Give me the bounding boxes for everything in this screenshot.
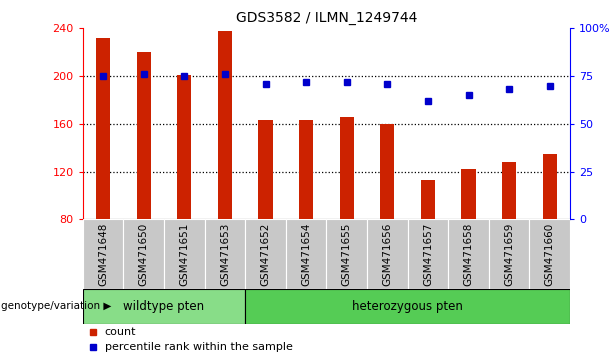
Text: GSM471660: GSM471660 [545, 223, 555, 286]
Bar [177, 75, 191, 219]
Bar [502, 162, 516, 219]
Text: GSM471650: GSM471650 [139, 223, 149, 286]
Bar [462, 169, 476, 219]
Text: GSM471659: GSM471659 [504, 223, 514, 286]
Text: GSM471653: GSM471653 [220, 223, 230, 286]
Text: GSM471656: GSM471656 [383, 223, 392, 286]
Text: GSM471648: GSM471648 [98, 223, 108, 286]
Title: GDS3582 / ILMN_1249744: GDS3582 / ILMN_1249744 [236, 11, 417, 24]
Bar [380, 124, 394, 219]
Text: GSM471658: GSM471658 [463, 223, 474, 286]
FancyBboxPatch shape [326, 219, 367, 289]
Bar [340, 117, 354, 219]
FancyBboxPatch shape [489, 219, 530, 289]
FancyBboxPatch shape [448, 219, 489, 289]
Text: GSM471651: GSM471651 [179, 223, 189, 286]
FancyBboxPatch shape [286, 219, 326, 289]
Bar [543, 154, 557, 219]
FancyBboxPatch shape [367, 219, 408, 289]
FancyBboxPatch shape [164, 219, 205, 289]
Bar [299, 120, 313, 219]
Bar [421, 180, 435, 219]
Text: GSM471652: GSM471652 [261, 223, 270, 286]
Text: GSM471657: GSM471657 [423, 223, 433, 286]
FancyBboxPatch shape [408, 219, 448, 289]
Bar [96, 38, 110, 219]
FancyBboxPatch shape [245, 289, 570, 324]
Text: percentile rank within the sample: percentile rank within the sample [105, 342, 292, 352]
Text: GSM471654: GSM471654 [301, 223, 311, 286]
Bar [259, 120, 273, 219]
Text: count: count [105, 327, 136, 337]
Bar [218, 31, 232, 219]
FancyBboxPatch shape [83, 289, 245, 324]
FancyBboxPatch shape [83, 219, 123, 289]
FancyBboxPatch shape [245, 219, 286, 289]
Text: genotype/variation ▶: genotype/variation ▶ [1, 301, 112, 311]
Bar [137, 52, 151, 219]
Text: wildtype pten: wildtype pten [123, 300, 205, 313]
Text: heterozygous pten: heterozygous pten [352, 300, 463, 313]
FancyBboxPatch shape [530, 219, 570, 289]
FancyBboxPatch shape [205, 219, 245, 289]
FancyBboxPatch shape [123, 219, 164, 289]
Text: GSM471655: GSM471655 [341, 223, 352, 286]
